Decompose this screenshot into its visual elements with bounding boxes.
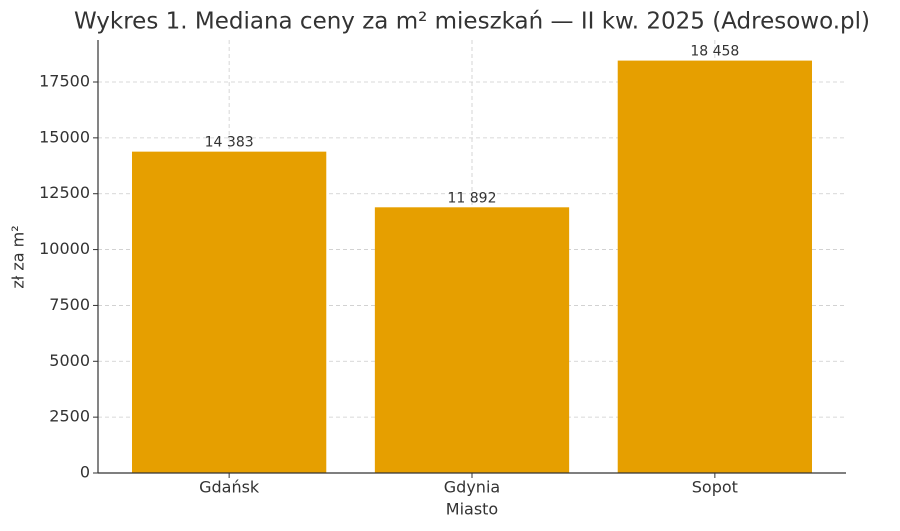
x-tick-label: Gdynia (444, 478, 500, 497)
bar (617, 60, 812, 474)
x-tick-label: Gdańsk (199, 478, 260, 497)
y-tick-label: 0 (80, 463, 90, 482)
data-label: 11 892 (448, 190, 497, 206)
bar (374, 207, 570, 473)
data-label: 14 383 (205, 135, 254, 151)
bar (132, 151, 327, 474)
data-label: 18 458 (690, 44, 739, 60)
x-axis-label: Miasto (446, 500, 498, 519)
y-tick-label: 2500 (49, 407, 90, 426)
y-tick-label: 5000 (49, 351, 90, 370)
y-tick-label: 17500 (39, 72, 90, 91)
y-axis-label: zł za m² (9, 225, 28, 288)
y-tick-label: 15000 (39, 127, 90, 146)
x-tick-label: Sopot (692, 478, 738, 497)
y-tick-label: 12500 (39, 183, 90, 202)
y-tick-label: 10000 (39, 239, 90, 258)
chart-title: Wykres 1. Mediana ceny za m² mieszkań — … (74, 9, 870, 35)
y-tick-label: 7500 (49, 295, 90, 314)
